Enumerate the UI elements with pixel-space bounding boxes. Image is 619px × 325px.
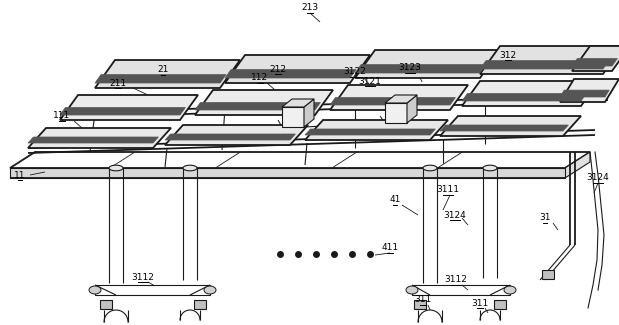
Text: 3124: 3124	[587, 174, 609, 183]
Polygon shape	[28, 128, 171, 148]
Polygon shape	[304, 99, 314, 127]
Polygon shape	[406, 286, 418, 294]
Polygon shape	[100, 300, 112, 309]
Polygon shape	[355, 65, 486, 73]
Text: 312: 312	[500, 50, 517, 59]
Text: 3123: 3123	[399, 63, 422, 72]
Polygon shape	[330, 98, 456, 105]
Polygon shape	[355, 50, 500, 78]
Polygon shape	[330, 85, 468, 110]
Text: 311: 311	[414, 295, 431, 305]
Polygon shape	[542, 270, 554, 279]
Polygon shape	[195, 102, 321, 110]
Text: 411: 411	[381, 243, 399, 253]
Polygon shape	[480, 60, 609, 69]
Polygon shape	[282, 99, 314, 107]
Text: 3122: 3122	[344, 68, 366, 76]
Polygon shape	[109, 165, 123, 171]
Polygon shape	[423, 165, 437, 171]
Polygon shape	[494, 300, 506, 309]
Polygon shape	[225, 70, 356, 78]
Text: 112: 112	[251, 73, 269, 83]
Polygon shape	[195, 90, 333, 115]
Polygon shape	[480, 46, 619, 74]
Text: 3124: 3124	[444, 211, 466, 219]
Polygon shape	[183, 165, 197, 171]
Polygon shape	[462, 94, 586, 101]
Polygon shape	[282, 107, 304, 127]
Polygon shape	[305, 120, 448, 140]
Polygon shape	[60, 108, 186, 115]
Polygon shape	[194, 300, 206, 309]
Polygon shape	[10, 168, 565, 178]
Polygon shape	[462, 81, 599, 106]
Polygon shape	[572, 58, 617, 66]
Polygon shape	[95, 60, 240, 88]
Polygon shape	[10, 152, 590, 168]
Text: 3112: 3112	[444, 276, 467, 284]
Polygon shape	[560, 79, 619, 102]
Polygon shape	[89, 286, 101, 294]
Polygon shape	[414, 300, 426, 309]
Text: 211: 211	[110, 79, 126, 87]
Text: 212: 212	[269, 64, 287, 73]
Polygon shape	[412, 285, 510, 295]
Polygon shape	[60, 95, 198, 120]
Text: 3112: 3112	[132, 272, 154, 281]
Polygon shape	[483, 165, 497, 171]
Polygon shape	[407, 95, 417, 123]
Polygon shape	[28, 137, 158, 143]
Polygon shape	[385, 95, 417, 103]
Polygon shape	[565, 152, 590, 178]
Polygon shape	[95, 285, 210, 295]
Text: 11: 11	[14, 171, 26, 179]
Polygon shape	[165, 125, 308, 145]
Text: 111: 111	[53, 111, 71, 121]
Polygon shape	[440, 125, 568, 131]
Polygon shape	[305, 129, 435, 135]
Text: 31: 31	[539, 214, 551, 223]
Polygon shape	[560, 90, 609, 97]
Text: 213: 213	[301, 4, 319, 12]
Polygon shape	[204, 286, 216, 294]
Polygon shape	[504, 286, 516, 294]
Polygon shape	[225, 55, 370, 83]
Polygon shape	[572, 46, 619, 71]
Polygon shape	[385, 103, 407, 123]
Text: 3121: 3121	[358, 76, 381, 85]
Text: 41: 41	[389, 196, 400, 204]
Text: 311: 311	[472, 298, 488, 307]
Text: 3111: 3111	[436, 186, 459, 194]
Polygon shape	[95, 75, 226, 83]
Text: 21: 21	[157, 66, 169, 74]
Polygon shape	[440, 116, 581, 136]
Polygon shape	[165, 134, 295, 140]
